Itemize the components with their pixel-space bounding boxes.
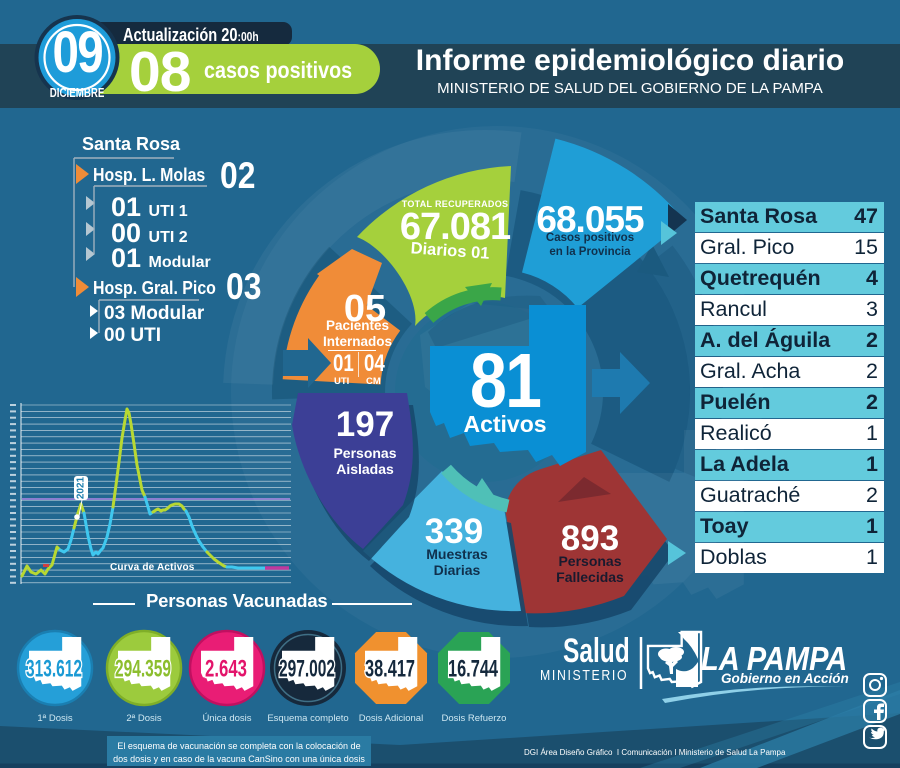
svg-text:2.643: 2.643 xyxy=(205,656,247,683)
svg-text:294.359: 294.359 xyxy=(115,656,171,683)
svg-text:313.612: 313.612 xyxy=(26,656,82,683)
svg-text:38.417: 38.417 xyxy=(365,656,415,683)
svg-text:297.002: 297.002 xyxy=(279,656,335,683)
svg-text:16.744: 16.744 xyxy=(448,656,498,683)
svg-text:2021: 2021 xyxy=(76,476,87,499)
